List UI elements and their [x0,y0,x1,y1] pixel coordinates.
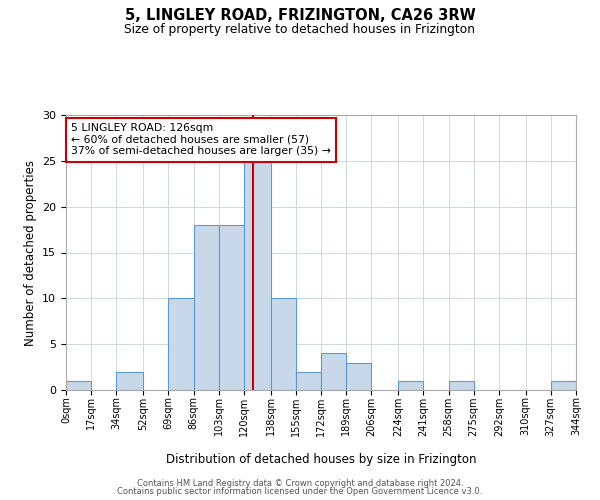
Bar [219,225,244,390]
Text: 5 LINGLEY ROAD: 126sqm
← 60% of detached houses are smaller (57)
37% of semi-det: 5 LINGLEY ROAD: 126sqm ← 60% of detached… [71,123,331,156]
Y-axis label: Number of detached properties: Number of detached properties [23,160,37,346]
Bar [296,372,321,390]
Bar [66,381,91,390]
Bar [346,362,371,390]
Bar [168,298,193,390]
Text: Size of property relative to detached houses in Frizington: Size of property relative to detached ho… [125,22,476,36]
Text: 5, LINGLEY ROAD, FRIZINGTON, CA26 3RW: 5, LINGLEY ROAD, FRIZINGTON, CA26 3RW [125,8,475,22]
Bar [193,225,219,390]
Text: Contains HM Land Registry data © Crown copyright and database right 2024.: Contains HM Land Registry data © Crown c… [137,478,463,488]
Text: Contains public sector information licensed under the Open Government Licence v3: Contains public sector information licen… [118,487,482,496]
Bar [551,381,576,390]
Bar [449,381,474,390]
Bar [244,161,271,390]
Text: Distribution of detached houses by size in Frizington: Distribution of detached houses by size … [166,452,476,466]
Bar [116,372,143,390]
Bar [321,354,346,390]
Bar [271,298,296,390]
Bar [398,381,423,390]
